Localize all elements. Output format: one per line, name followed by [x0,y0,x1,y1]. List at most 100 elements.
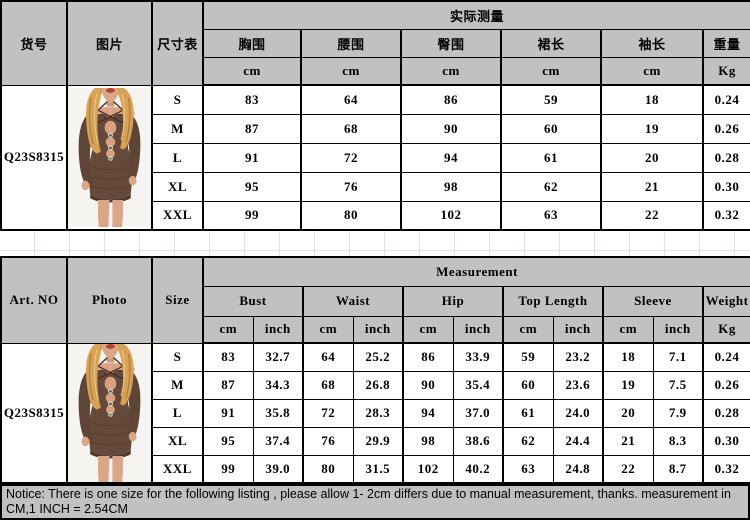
en-header-row-groups: Bust Waist Hip Top Length Sleeve Weight [1,285,750,317]
cn-size-s: S [151,84,204,115]
cn-cell: 86 [400,84,502,115]
cn-cell: 0.30 [701,171,750,202]
cn-item-col-header: 货号 [0,0,68,86]
cn-cell: 0.26 [701,113,750,144]
en-unit: inch [252,315,304,344]
en-product-photo [66,342,153,484]
model-photo-graphic [69,87,150,227]
size-table-cn: 货号 图片 尺寸表 实际测量 胸围 腰围 臀围 裙长 袖长 重量 cm cm c… [0,0,750,231]
cn-cell: 95 [202,171,302,202]
cn-col-sleeve: 袖长 [600,28,704,58]
en-col-hip: Hip [402,285,504,317]
en-cell: 8.7 [652,454,704,484]
cn-header-row-columns: 胸围 腰围 臀围 裙长 袖长 重量 [1,28,750,58]
en-cell: 0.24 [701,342,750,372]
en-col-sleeve: Sleeve [602,285,704,317]
en-unit: cm [602,315,654,344]
en-cell: 98 [402,426,454,456]
en-unit: inch [552,315,604,344]
en-cell: 0.26 [701,370,750,400]
en-cell: 8.3 [652,426,704,456]
en-unit: inch [452,315,504,344]
en-cell: 72 [302,398,354,428]
en-unit: inch [352,315,404,344]
en-item-col-header: Art. NO [0,256,68,344]
en-unit: Kg [701,315,750,344]
cn-unit-skirt-length: cm [500,56,602,86]
spreadsheet-gridline-gap [0,231,750,256]
en-cell: 64 [302,342,354,372]
cn-cell: 60 [500,113,602,144]
en-size-l: L [151,398,204,428]
cn-cell: 21 [600,171,704,202]
en-photo-col-header: Photo [66,256,153,344]
cn-row-xxl: XXL 99 80 102 63 22 0.32 [1,200,750,231]
cn-row-s: Q23S8315 [0,84,750,231]
en-cell: 18 [602,342,654,372]
en-cell: 99 [202,454,254,484]
cn-row-xl: XL 95 76 98 62 21 0.30 [1,171,750,202]
cn-col-weight: 重量 [701,28,750,58]
cn-cell: 90 [400,113,502,144]
en-unit: inch [652,315,704,344]
cn-cell: 80 [300,200,402,231]
cn-unit-hip: cm [400,56,502,86]
en-unit: cm [502,315,554,344]
cn-size-xxl: XXL [151,200,204,231]
cn-col-hip: 臀围 [400,28,502,58]
en-cell: 35.4 [452,370,504,400]
cn-size-col-header: 尺寸表 [151,0,204,86]
en-cell: 0.32 [701,454,750,484]
en-cell: 61 [502,398,554,428]
en-row-l: L 91 35.8 72 28.3 94 37.0 61 24.0 20 7.9… [1,398,750,428]
en-cell: 26.8 [352,370,404,400]
cn-cell: 76 [300,171,402,202]
cn-cell: 22 [600,200,704,231]
en-size-col-header: Size [151,256,204,344]
cn-item-number: Q23S8315 [0,84,68,231]
en-cell: 0.30 [701,426,750,456]
en-cell: 7.1 [652,342,704,372]
en-cell: 23.2 [552,342,604,372]
en-cell: 25.2 [352,342,404,372]
en-cell: 29.9 [352,426,404,456]
en-unit: cm [202,315,254,344]
cn-col-skirt-length: 裙长 [500,28,602,58]
cn-measurement-span-header: 实际测量 [201,0,750,30]
cn-cell: 83 [202,84,302,115]
cn-header-row-span: 货号 图片 尺寸表 实际测量 [0,0,750,86]
cn-size-xl: XL [151,171,204,202]
en-cell: 59 [502,342,554,372]
en-cell: 39.0 [252,454,304,484]
cn-cell: 19 [600,113,704,144]
cn-cell: 63 [500,200,602,231]
en-cell: 87 [202,370,254,400]
en-cell: 24.8 [552,454,604,484]
cn-size-l: L [151,142,204,173]
en-row-xl: XL 95 37.4 76 29.9 98 38.6 62 24.4 21 8.… [1,426,750,456]
cn-cell: 68 [300,113,402,144]
cn-cell: 99 [202,200,302,231]
en-cell: 68 [302,370,354,400]
en-cell: 62 [502,426,554,456]
cn-unit-bust: cm [202,56,302,86]
en-size-s: S [151,342,204,372]
size-table-en: Art. NO Photo Size Measurement Bust Wais… [0,256,750,485]
cn-photo-col-header: 图片 [66,0,153,86]
en-col-top-length: Top Length [502,285,604,317]
en-cell: 32.7 [252,342,304,372]
en-cell: 83 [202,342,254,372]
cn-col-waist: 腰围 [300,28,402,58]
en-cell: 33.9 [452,342,504,372]
cn-cell: 20 [600,142,704,173]
cn-cell: 94 [400,142,502,173]
en-cell: 38.6 [452,426,504,456]
en-size-xxl: XXL [151,454,204,484]
en-header-row-span: Art. NO Photo Size Measurement [0,256,750,344]
en-cell: 80 [302,454,354,484]
en-header-row-units: cm inch cm inch cm inch cm inch cm inch … [1,315,750,344]
en-size-m: M [151,370,204,400]
cn-cell: 87 [202,113,302,144]
cn-cell: 18 [600,84,704,115]
